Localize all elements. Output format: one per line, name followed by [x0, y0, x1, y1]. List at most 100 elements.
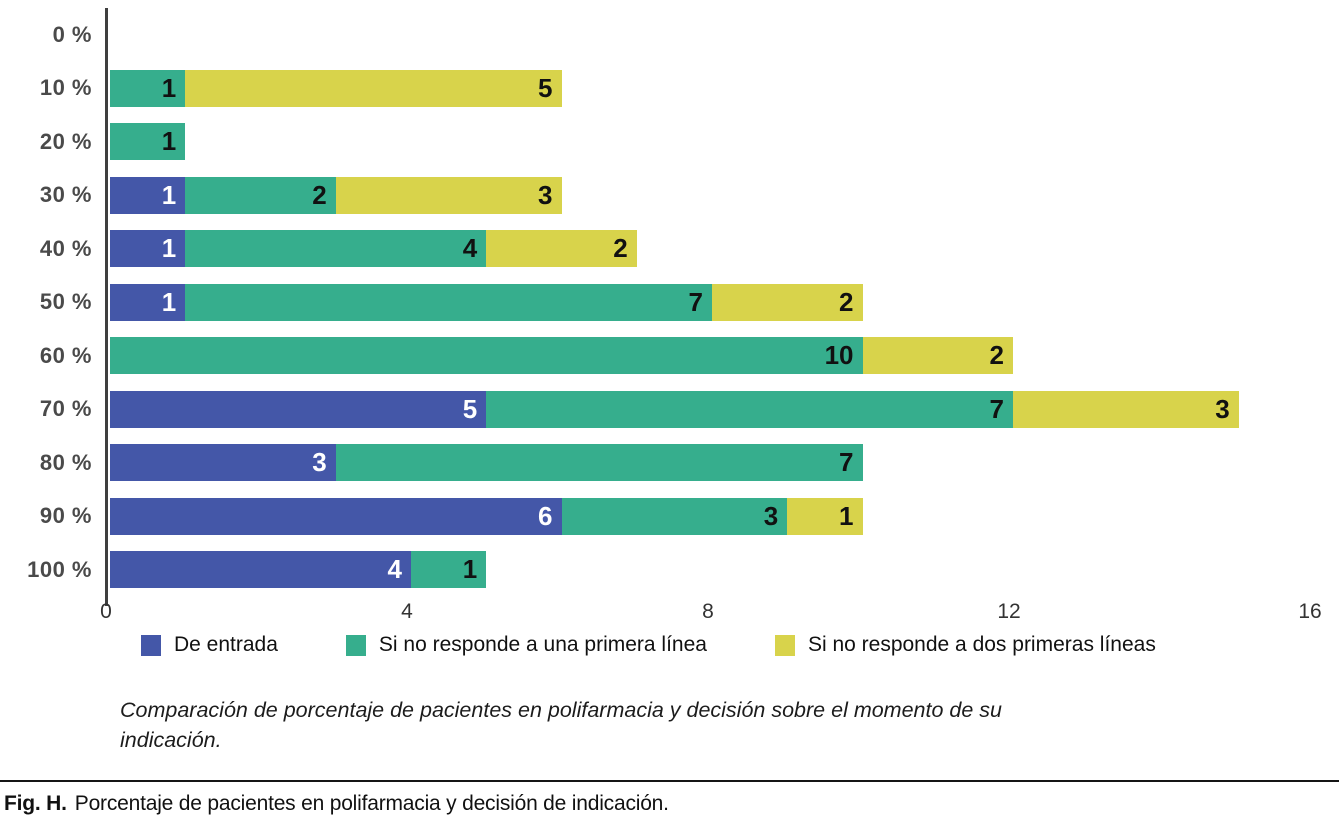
bar-value-label: 7 — [688, 286, 703, 317]
bar-segment: 7 — [335, 444, 863, 482]
bar-segment: 3 — [1013, 390, 1239, 428]
bar-value-label: 10 — [824, 340, 854, 371]
bar-segment: 1 — [110, 230, 186, 268]
x-tick-label: 8 — [702, 600, 714, 623]
bar-segment: 3 — [561, 497, 788, 535]
bar-segment: 7 — [185, 283, 712, 321]
chart-row: 20 % 1 — [0, 115, 1239, 169]
x-tick-label: 0 — [100, 600, 112, 623]
bar-segment: 1 — [411, 551, 487, 589]
legend-item: Si no responde a una primera línea — [345, 633, 707, 657]
bar-segment: 1 — [110, 283, 186, 321]
y-axis-line — [105, 8, 108, 606]
chart-rows: 0 % 10 % 1 5 20 % 1 30 % 1 2 3 40 % 1 4 2 50 % 1 7 2 60 % 1… — [0, 8, 1239, 597]
stacked-bar: 5 7 3 — [110, 390, 1239, 428]
bar-value-label: 1 — [462, 554, 478, 585]
bar-value-label: 1 — [839, 500, 854, 531]
legend-item: Si no responde a dos primeras líneas — [774, 633, 1156, 657]
bar-segment: 1 — [110, 69, 186, 107]
chart-row: 80 % 3 7 — [0, 436, 1239, 490]
bar-segment: 7 — [486, 390, 1013, 428]
legend-swatch-icon — [141, 634, 161, 656]
bar-segment: 1 — [787, 497, 863, 535]
category-label: 30 % — [39, 182, 92, 208]
figure-divider-rule — [0, 780, 1339, 782]
bar-value-label: 4 — [387, 554, 402, 585]
legend-label: De entrada — [174, 633, 278, 656]
category-label: 20 % — [39, 128, 92, 154]
bar-value-label: 7 — [989, 393, 1004, 424]
bar-segment: 4 — [110, 551, 411, 589]
chart-row: 10 % 1 5 — [0, 62, 1239, 116]
bar-value-label: 7 — [839, 447, 854, 478]
bar-value-label: 1 — [161, 233, 177, 264]
legend-item: De entrada — [141, 633, 278, 657]
category-label: 50 % — [39, 289, 92, 315]
chart-row: 60 % 10 2 — [0, 329, 1239, 383]
legend-swatch-icon — [774, 634, 795, 656]
bar-value-label: 3 — [312, 447, 327, 478]
stacked-bar: 1 — [110, 123, 186, 161]
bar-segment: 2 — [862, 337, 1013, 375]
bar-value-label: 3 — [763, 500, 779, 531]
bar-segment: 1 — [110, 176, 186, 214]
bar-value-label: 2 — [989, 340, 1004, 371]
bar-segment: 3 — [110, 444, 336, 482]
chart-row: 40 % 1 4 2 — [0, 222, 1239, 276]
figure-caption-label: Fig. H. — [4, 792, 67, 815]
bar-value-label: 2 — [613, 233, 628, 264]
bar-segment: 2 — [712, 283, 863, 321]
category-label: 90 % — [39, 503, 92, 529]
bar-segment: 4 — [185, 230, 487, 268]
category-label: 60 % — [39, 342, 92, 368]
legend-label: Si no responde a una primera línea — [378, 633, 707, 656]
bar-value-label: 1 — [161, 286, 177, 317]
chart-row: 0 % — [0, 8, 1239, 62]
stacked-bar: 1 7 2 — [110, 283, 863, 321]
figure-caption: Fig. H. Porcentaje de pacientes en polifa… — [4, 792, 669, 816]
category-label: 100 % — [27, 556, 92, 582]
bar-segment: 5 — [110, 390, 487, 428]
category-label: 70 % — [39, 396, 92, 422]
category-label: 40 % — [39, 235, 92, 261]
bar-value-label: 2 — [312, 179, 327, 210]
stacked-bar: 6 3 1 — [110, 497, 863, 535]
bar-value-label: 1 — [161, 72, 177, 103]
chart-row: 100 % 4 1 — [0, 543, 1239, 597]
legend-label: Si no responde a dos primeras líneas — [807, 633, 1156, 656]
bar-value-label: 5 — [538, 72, 553, 103]
chart-row: 90 % 6 3 1 — [0, 490, 1239, 544]
category-label: 80 % — [39, 449, 92, 475]
bar-value-label: 6 — [538, 500, 553, 531]
chart-caption: Comparación de porcentaje de pacientes e… — [120, 698, 1003, 752]
bar-segment: 5 — [185, 69, 562, 107]
x-tick-label: 12 — [997, 600, 1021, 623]
stacked-bar: 1 4 2 — [110, 230, 637, 268]
category-label: 10 % — [39, 75, 92, 101]
legend-swatch-icon — [345, 634, 366, 656]
bar-segment: 1 — [110, 123, 186, 161]
figure-caption-text: Porcentaje de pacientes en polifarmacia … — [74, 792, 669, 815]
bar-value-label: 5 — [462, 393, 478, 424]
x-axis-ticks: 0 4 8 12 16 — [0, 600, 1339, 630]
chart-row: 30 % 1 2 3 — [0, 169, 1239, 223]
stacked-bar: 10 2 — [110, 337, 1013, 375]
bar-value-label: 1 — [161, 179, 177, 210]
bar-value-label: 1 — [161, 126, 177, 157]
stacked-bar: 1 2 3 — [110, 176, 562, 214]
x-tick-label: 4 — [401, 600, 413, 623]
chart-legend: De entrada Si no responde a una primera l… — [141, 633, 1156, 657]
bar-value-label: 3 — [538, 179, 553, 210]
bar-segment: 3 — [335, 176, 562, 214]
bar-segment: 10 — [110, 337, 863, 375]
bar-value-label: 2 — [839, 286, 854, 317]
bar-segment: 2 — [185, 176, 336, 214]
category-label: 0 % — [52, 21, 92, 47]
bar-segment: 6 — [110, 497, 562, 535]
x-tick-label: 16 — [1298, 600, 1322, 623]
chart-row: 50 % 1 7 2 — [0, 276, 1239, 330]
